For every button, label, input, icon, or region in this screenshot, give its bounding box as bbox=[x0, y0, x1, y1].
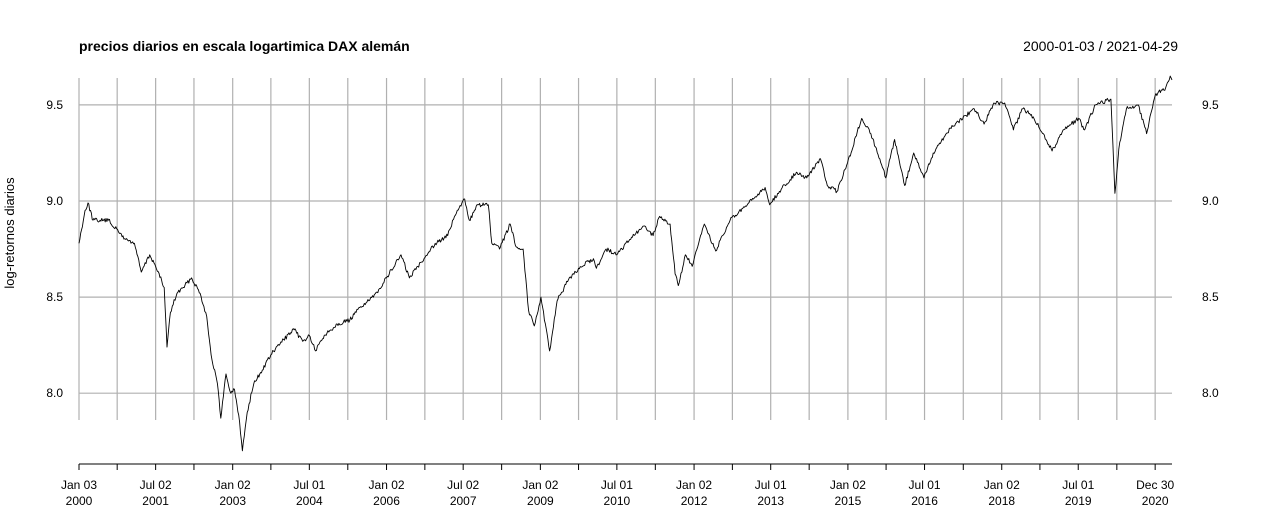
x-tick-year-label: 2004 bbox=[296, 494, 323, 508]
y-tick-label-left: 9.0 bbox=[46, 194, 63, 208]
x-tick-year-label: 2007 bbox=[450, 494, 477, 508]
x-tick-year-label: 2012 bbox=[681, 494, 708, 508]
x-tick-label: Jul 01 bbox=[755, 478, 787, 492]
x-tick-year-label: 2009 bbox=[527, 494, 554, 508]
x-tick-year-label: 2018 bbox=[988, 494, 1015, 508]
x-tick-year-label: 2001 bbox=[142, 494, 169, 508]
y-axis-label: log-retornos diarios bbox=[2, 177, 17, 289]
x-tick-year-label: 2016 bbox=[911, 494, 938, 508]
x-tick-label: Jul 01 bbox=[1062, 478, 1094, 492]
x-tick-label: Dec 30 bbox=[1136, 478, 1174, 492]
x-tick-label: Jul 02 bbox=[140, 478, 172, 492]
axes: 8.0 8.0 8.5 8.5 9.0 9.0 9.5 9.5 Jan 03 2000 Jul 02… bbox=[46, 98, 1219, 508]
x-tick-year-label: 2020 bbox=[1142, 494, 1169, 508]
y-tick-label-right: 8.5 bbox=[1202, 290, 1219, 304]
x-tick-label: Jan 02 bbox=[830, 478, 866, 492]
x-tick-label: Jul 01 bbox=[909, 478, 941, 492]
x-tick-year-label: 2019 bbox=[1065, 494, 1092, 508]
x-tick-label: Jul 01 bbox=[601, 478, 633, 492]
y-tick-label-right: 9.0 bbox=[1202, 194, 1219, 208]
x-tick-year-label: 2000 bbox=[66, 494, 93, 508]
x-tick-year-label: 2003 bbox=[219, 494, 246, 508]
x-tick-label: Jan 02 bbox=[676, 478, 712, 492]
y-tick-label-left: 8.5 bbox=[46, 290, 63, 304]
x-tick-label: Jan 02 bbox=[522, 478, 558, 492]
y-tick-label-right: 9.5 bbox=[1202, 98, 1219, 112]
y-tick-label-left: 8.0 bbox=[46, 386, 63, 400]
x-tick-year-label: 2013 bbox=[757, 494, 784, 508]
x-tick-label: Jan 02 bbox=[369, 478, 405, 492]
chart-title: precios diarios en escala logartimica DA… bbox=[79, 38, 410, 54]
x-tick-label: Jan 02 bbox=[984, 478, 1020, 492]
date-range-label: 2000-01-03 / 2021-04-29 bbox=[1023, 38, 1178, 54]
x-tick-label: Jul 01 bbox=[293, 478, 325, 492]
series-line-dax bbox=[78, 75, 1173, 452]
x-tick-label: Jan 03 bbox=[61, 478, 97, 492]
x-tick-year-label: 2006 bbox=[373, 494, 400, 508]
x-tick-year-label: 2015 bbox=[835, 494, 862, 508]
series-layer bbox=[78, 75, 1173, 452]
y-tick-label-right: 8.0 bbox=[1202, 386, 1219, 400]
x-tick-year-label: 2010 bbox=[604, 494, 631, 508]
x-tick-label: Jul 02 bbox=[447, 478, 479, 492]
x-tick-label: Jan 02 bbox=[215, 478, 251, 492]
y-tick-label-left: 9.5 bbox=[46, 98, 63, 112]
grid-lines bbox=[78, 78, 1172, 420]
